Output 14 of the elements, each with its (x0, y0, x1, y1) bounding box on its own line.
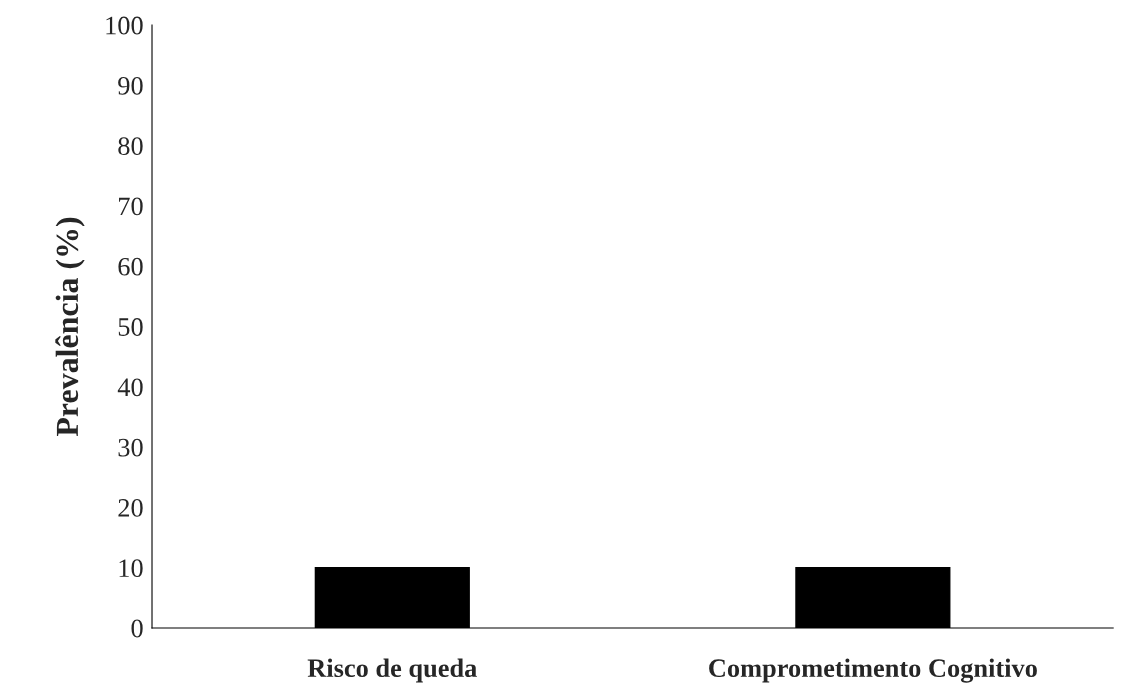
y-tick-label: 40 (117, 378, 143, 397)
y-tick-label: 90 (118, 76, 143, 95)
y-tick-label: 80 (118, 137, 143, 156)
y-tick-label: 10 (119, 559, 143, 578)
y-tick-label: 20 (118, 498, 143, 517)
y-tick-label: 60 (118, 257, 143, 276)
y-tick-label: 70 (119, 197, 143, 216)
x-tick-label: Comprometimento Cognitivo (709, 658, 1037, 683)
y-tick-label: 50 (118, 318, 143, 336)
x-tick-label: Risco de queda (307, 658, 477, 683)
y-axis-title: Prevalência (%) (55, 217, 85, 437)
y-tick-label: 100 (106, 16, 143, 35)
y-tick-label: 30 (118, 438, 143, 457)
y-tick-label: 0 (131, 619, 143, 638)
